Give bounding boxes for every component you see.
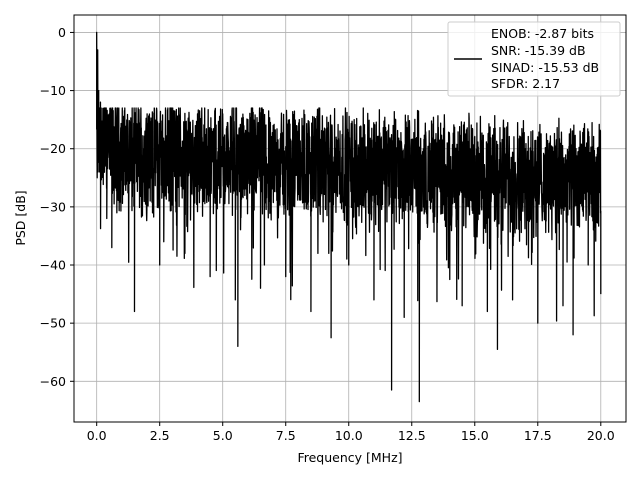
psd-line [96,31,602,403]
legend-enob: ENOB: -2.87 bits [491,26,594,41]
x-tick-label: 5.0 [213,428,233,443]
x-tick-label: 20.0 [587,428,615,443]
legend-sfdr: SFDR: 2.17 [491,76,560,91]
x-axis-ticks: 0.0 2.5 5.0 7.5 10.0 12.5 15.0 17.5 20.0 [87,422,615,443]
y-tick-label: −30 [40,199,66,214]
legend-sinad: SINAD: -15.53 dB [491,60,599,75]
legend: ENOB: -2.87 bits SNR: -15.39 dB SINAD: -… [447,21,621,97]
x-axis-label: Frequency [MHz] [297,450,402,465]
x-tick-label: 2.5 [150,428,170,443]
x-tick-label: 15.0 [461,428,489,443]
legend-box [447,21,621,97]
plot-frame [73,14,627,423]
x-tick-label: 7.5 [276,428,296,443]
psd-series [96,31,602,403]
x-tick-label: 10.0 [335,428,363,443]
x-tick-label: 17.5 [524,428,552,443]
y-axis-ticks: 0 −10 −20 −30 −40 −50 −60 [40,25,74,389]
y-tick-label: −50 [40,316,66,331]
y-tick-label: −60 [40,374,66,389]
x-tick-label: 0.0 [87,428,107,443]
legend-snr: SNR: -15.39 dB [491,43,586,58]
y-tick-label: 0 [58,25,66,40]
y-tick-label: −10 [40,83,66,98]
y-tick-label: −40 [40,258,66,273]
y-tick-label: −20 [40,141,66,156]
x-tick-label: 12.5 [398,428,426,443]
y-axis-label: PSD [dB] [13,190,28,245]
